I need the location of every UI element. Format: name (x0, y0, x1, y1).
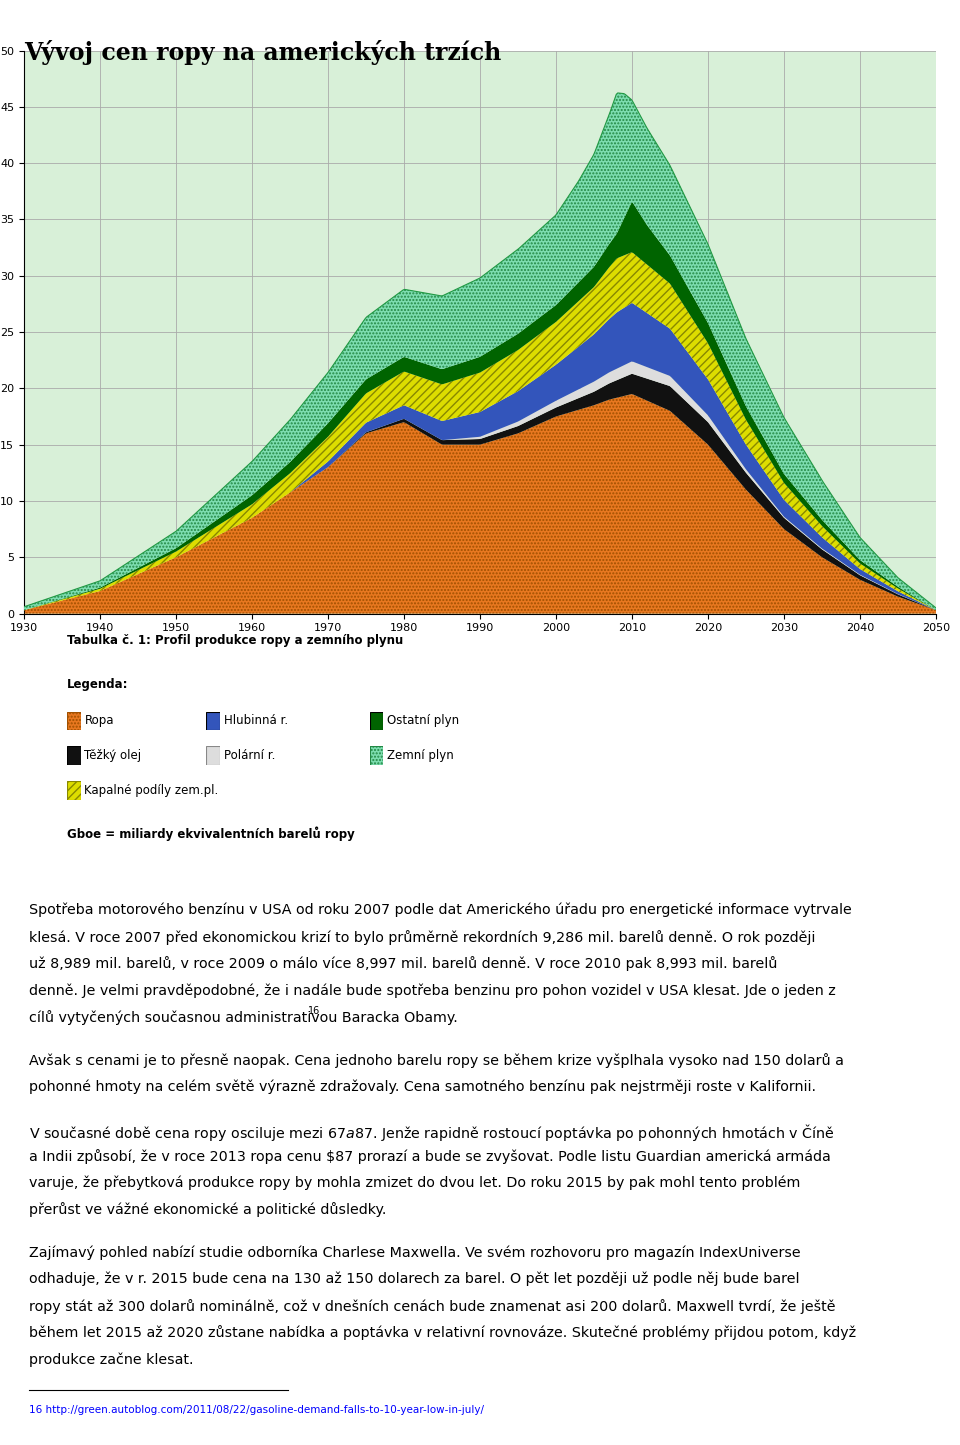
Text: pohonné hmoty na celém světě výrazně zdražovaly. Cena samotného benzínu pak nejs: pohonné hmoty na celém světě výrazně zdr… (29, 1079, 816, 1094)
Text: Těžký olej: Těžký olej (84, 749, 142, 762)
Text: už 8,989 mil. barelů, v roce 2009 o málo více 8,997 mil. barelů denně. V roce 20: už 8,989 mil. barelů, v roce 2009 o málo… (29, 957, 778, 971)
Text: Legenda:: Legenda: (67, 678, 129, 691)
Text: Ropa: Ropa (84, 714, 114, 727)
Text: V současné době cena ropy osciluje mezi $67 a $87. Jenže rapidně rostoucí poptáv: V současné době cena ropy osciluje mezi … (29, 1123, 834, 1143)
Text: ropy stát až 300 dolarů nominálně, což v dnešních cenách bude znamenat asi 200 d: ropy stát až 300 dolarů nominálně, což v… (29, 1299, 835, 1314)
Text: přerůst ve vážné ekonomické a politické důsledky.: přerůst ve vážné ekonomické a politické … (29, 1202, 386, 1217)
Text: Kapalné podíly zem.pl.: Kapalné podíly zem.pl. (84, 783, 219, 796)
Text: Zemní plyn: Zemní plyn (387, 749, 454, 762)
Text: Gboe = miliardy ekvivalentních barelů ropy: Gboe = miliardy ekvivalentních barelů ro… (67, 827, 355, 841)
Text: Avšak s cenami je to přesně naopak. Cena jednoho barelu ropy se během krize vyšp: Avšak s cenami je to přesně naopak. Cena… (29, 1052, 844, 1068)
Text: Hlubinná r.: Hlubinná r. (224, 714, 288, 727)
Text: varuje, že přebytková produkce ropy by mohla zmizet do dvou let. Do roku 2015 by: varuje, že přebytková produkce ropy by m… (29, 1176, 801, 1191)
Text: a Indii způsobí, že v roce 2013 ropa cenu $87 prorazí a bude se zvyšovat. Podle : a Indii způsobí, že v roce 2013 ropa cen… (29, 1149, 830, 1163)
Text: Ostatní plyn: Ostatní plyn (387, 714, 459, 727)
Text: klesá. V roce 2007 před ekonomickou krizí to bylo průměrně rekordních 9,286 mil.: klesá. V roce 2007 před ekonomickou kriz… (29, 929, 815, 945)
Text: 16: 16 (308, 1006, 321, 1016)
Text: Zajímavý pohled nabízí studie odborníka Charlese Maxwella. Ve svém rozhovoru pro: Zajímavý pohled nabízí studie odborníka … (29, 1246, 801, 1260)
Text: Tabulka č. 1: Profil produkce ropy a zemního plynu: Tabulka č. 1: Profil produkce ropy a zem… (67, 634, 403, 647)
Text: cílů vytyčených současnou administrativou Baracka Obamy.: cílů vytyčených současnou administrativo… (29, 1010, 458, 1025)
Text: 16 http://green.autoblog.com/2011/08/22/gasoline-demand-falls-to-10-year-low-in-: 16 http://green.autoblog.com/2011/08/22/… (29, 1405, 484, 1415)
Text: Vývoj cen ropy na amerických trzích: Vývoj cen ropy na amerických trzích (24, 40, 501, 65)
Text: během let 2015 až 2020 zůstane nabídka a poptávka v relativní rovnováze. Skutečn: během let 2015 až 2020 zůstane nabídka a… (29, 1325, 856, 1341)
Text: odhaduje, že v r. 2015 bude cena na 130 až 150 dolarech za barel. O pět let pozd: odhaduje, že v r. 2015 bude cena na 130 … (29, 1272, 800, 1286)
Text: Spotřeba motorového benzínu v USA od roku 2007 podle dat Amerického úřadu pro en: Spotřeba motorového benzínu v USA od rok… (29, 903, 852, 918)
Text: produkce začne klesat.: produkce začne klesat. (29, 1353, 193, 1367)
Text: denně. Je velmi pravděpodobné, že i nadále bude spotřeba benzinu pro pohon vozid: denně. Je velmi pravděpodobné, že i nadá… (29, 983, 835, 997)
Text: Polární r.: Polární r. (224, 749, 276, 762)
